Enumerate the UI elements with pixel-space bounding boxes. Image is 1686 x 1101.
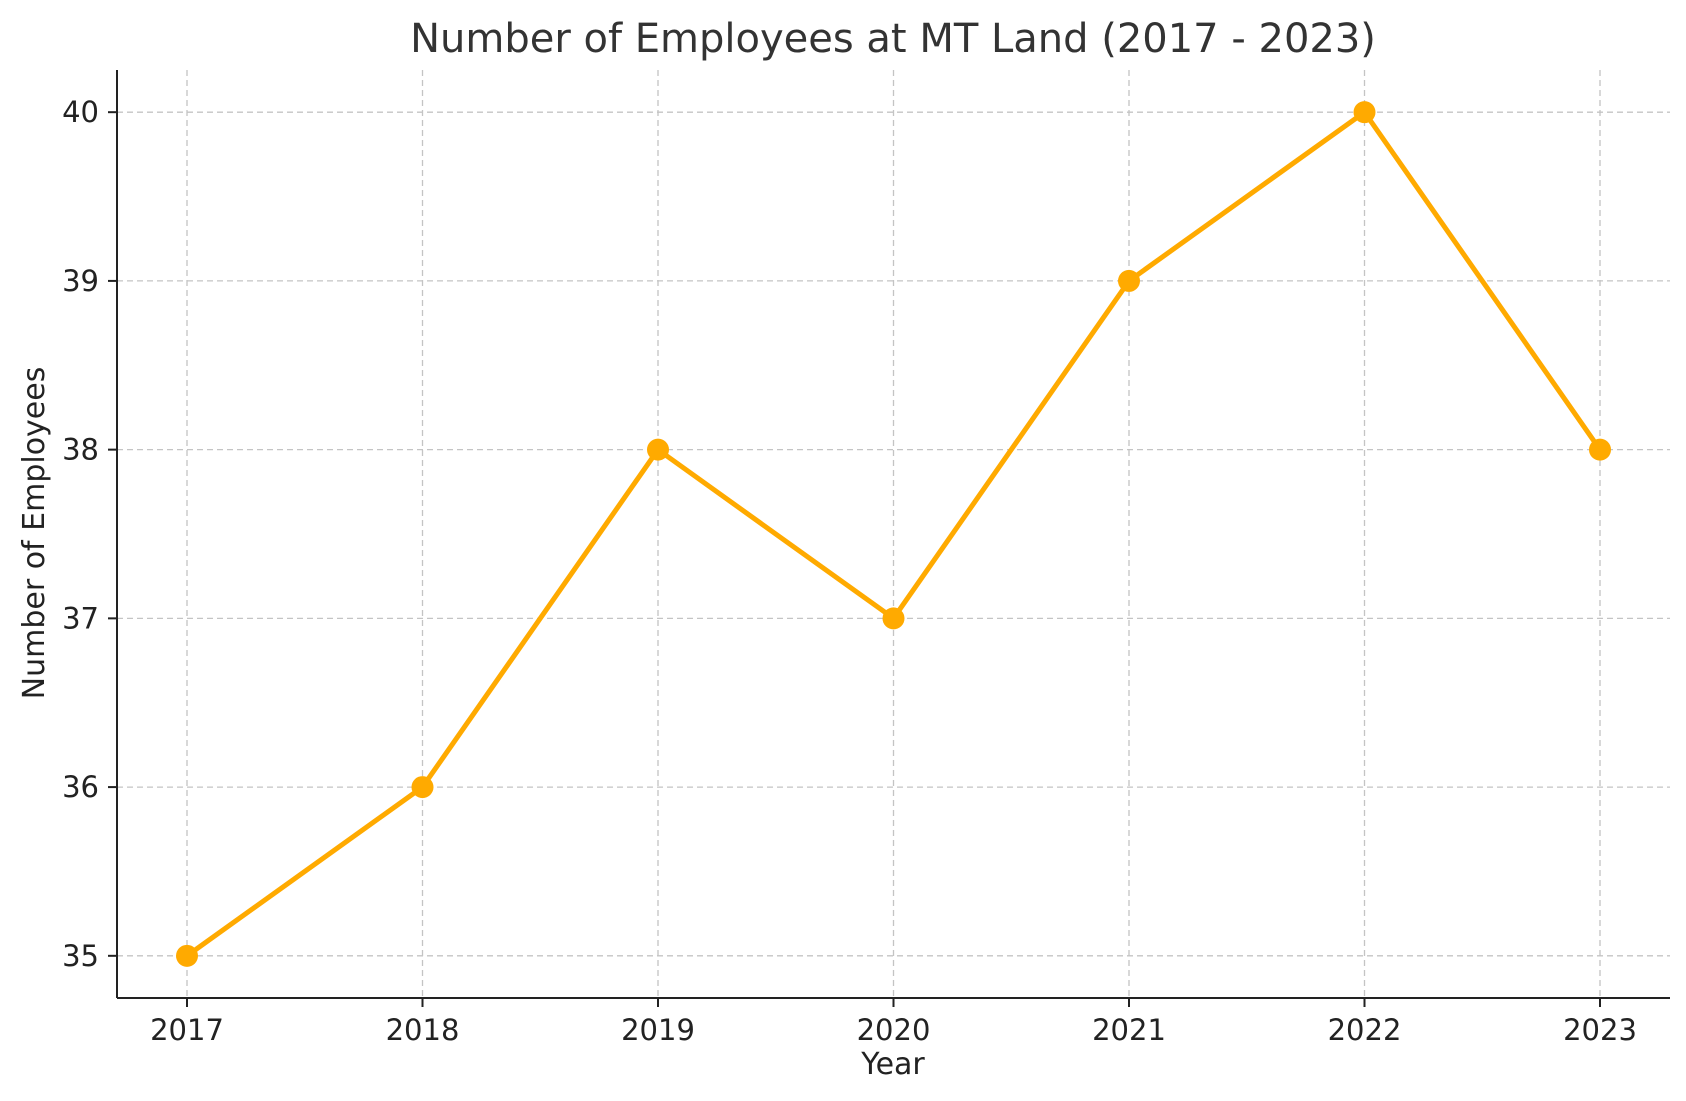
chart-title: Number of Employees at MT Land (2017 - 2… <box>410 16 1376 62</box>
x-tick-label: 2018 <box>386 1013 460 1047</box>
y-axis-label: Number of Employees <box>17 367 52 700</box>
y-tick-label: 39 <box>62 264 99 298</box>
axes <box>108 70 1670 1007</box>
x-tick-label: 2017 <box>150 1013 224 1047</box>
data-point <box>1353 101 1376 124</box>
x-tick-label: 2022 <box>1328 1013 1402 1047</box>
y-tick-label: 40 <box>62 95 99 129</box>
data-point <box>1118 269 1140 292</box>
x-axis-label: Year <box>860 1047 925 1082</box>
data-point <box>882 607 905 630</box>
data-series <box>176 101 1611 967</box>
y-tick-label: 35 <box>62 939 99 973</box>
y-tick-label: 36 <box>62 770 99 804</box>
data-point <box>411 776 434 799</box>
x-tick-label: 2019 <box>621 1013 695 1047</box>
y-tick-label: 38 <box>62 433 99 467</box>
data-point <box>1589 438 1611 461</box>
grid-lines <box>117 70 1670 998</box>
data-point <box>176 944 198 967</box>
x-tick-label: 2021 <box>1092 1013 1166 1047</box>
y-tick-label: 37 <box>62 601 99 635</box>
x-tick-label: 2023 <box>1563 1013 1637 1047</box>
tick-labels: 2017 2018 2019 2020 2021 2022 2023 35 36 37 38 39 40 <box>62 95 1637 1047</box>
x-tick-label: 2020 <box>857 1013 931 1047</box>
data-point <box>647 438 669 461</box>
